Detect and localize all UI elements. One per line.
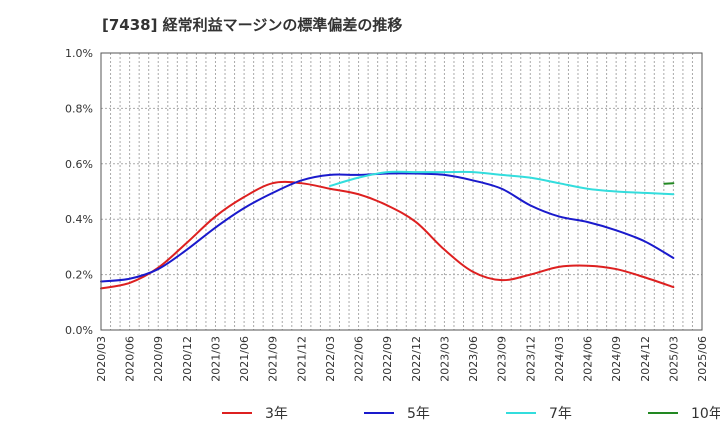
y-tick-label: 0.6%	[65, 158, 93, 171]
x-tick-label: 2023/03	[438, 336, 451, 382]
x-axis: 2020/03 2020/06 2020/09 2020/12 2021/03 2021/…	[95, 336, 709, 382]
x-tick-label: 2022/12	[410, 336, 423, 382]
x-tick-label: 2022/09	[381, 336, 394, 382]
x-tick-label: 2021/12	[295, 336, 308, 382]
x-tick-label: 2023/09	[496, 336, 509, 382]
x-tick-label: 2024/09	[610, 336, 623, 382]
chart-title: [7438] 経常利益マージンの標準偏差の推移	[102, 16, 403, 34]
x-tick-label: 2020/12	[181, 336, 194, 382]
y-tick-label: 1.0%	[65, 47, 93, 60]
y-tick-label: 0.0%	[65, 324, 93, 337]
plot-frame	[100, 52, 703, 331]
y-tick-label: 0.2%	[65, 269, 93, 282]
y-tick-label: 0.4%	[65, 213, 93, 226]
x-tick-label: 2020/06	[124, 336, 137, 382]
y-axis: 0.0% 0.2% 0.4% 0.6% 0.8% 1.0%	[65, 47, 93, 337]
x-tick-label: 2020/03	[95, 336, 108, 382]
legend-label: 10年	[691, 406, 720, 422]
legend-label: 5年	[407, 406, 430, 422]
x-tick-label: 2025/06	[696, 336, 709, 382]
legend-label: 7年	[549, 406, 572, 422]
legend-label: 3年	[265, 406, 288, 422]
x-tick-label: 2024/12	[639, 336, 652, 382]
x-tick-label: 2022/06	[353, 336, 366, 382]
x-tick-label: 2021/06	[238, 336, 251, 382]
x-tick-label: 2023/06	[467, 336, 480, 382]
x-tick-label: 2021/09	[267, 336, 280, 382]
series-line-1	[100, 180, 675, 290]
series-line-2	[100, 172, 675, 283]
x-tick-label: 2024/06	[582, 336, 595, 382]
x-tick-label: 2025/03	[667, 336, 680, 382]
legend: 3年 5年 7年 10年	[222, 406, 720, 422]
series-line-4	[663, 182, 675, 185]
series-line-3	[328, 170, 675, 196]
x-tick-label: 2022/03	[324, 336, 337, 382]
y-tick-label: 0.8%	[65, 102, 93, 115]
x-tick-label: 2020/09	[152, 336, 165, 382]
x-tick-label: 2021/03	[209, 336, 222, 382]
x-tick-label: 2023/12	[524, 336, 537, 382]
grid	[101, 53, 702, 330]
x-tick-label: 2024/03	[553, 336, 566, 382]
series-lines	[100, 170, 675, 290]
